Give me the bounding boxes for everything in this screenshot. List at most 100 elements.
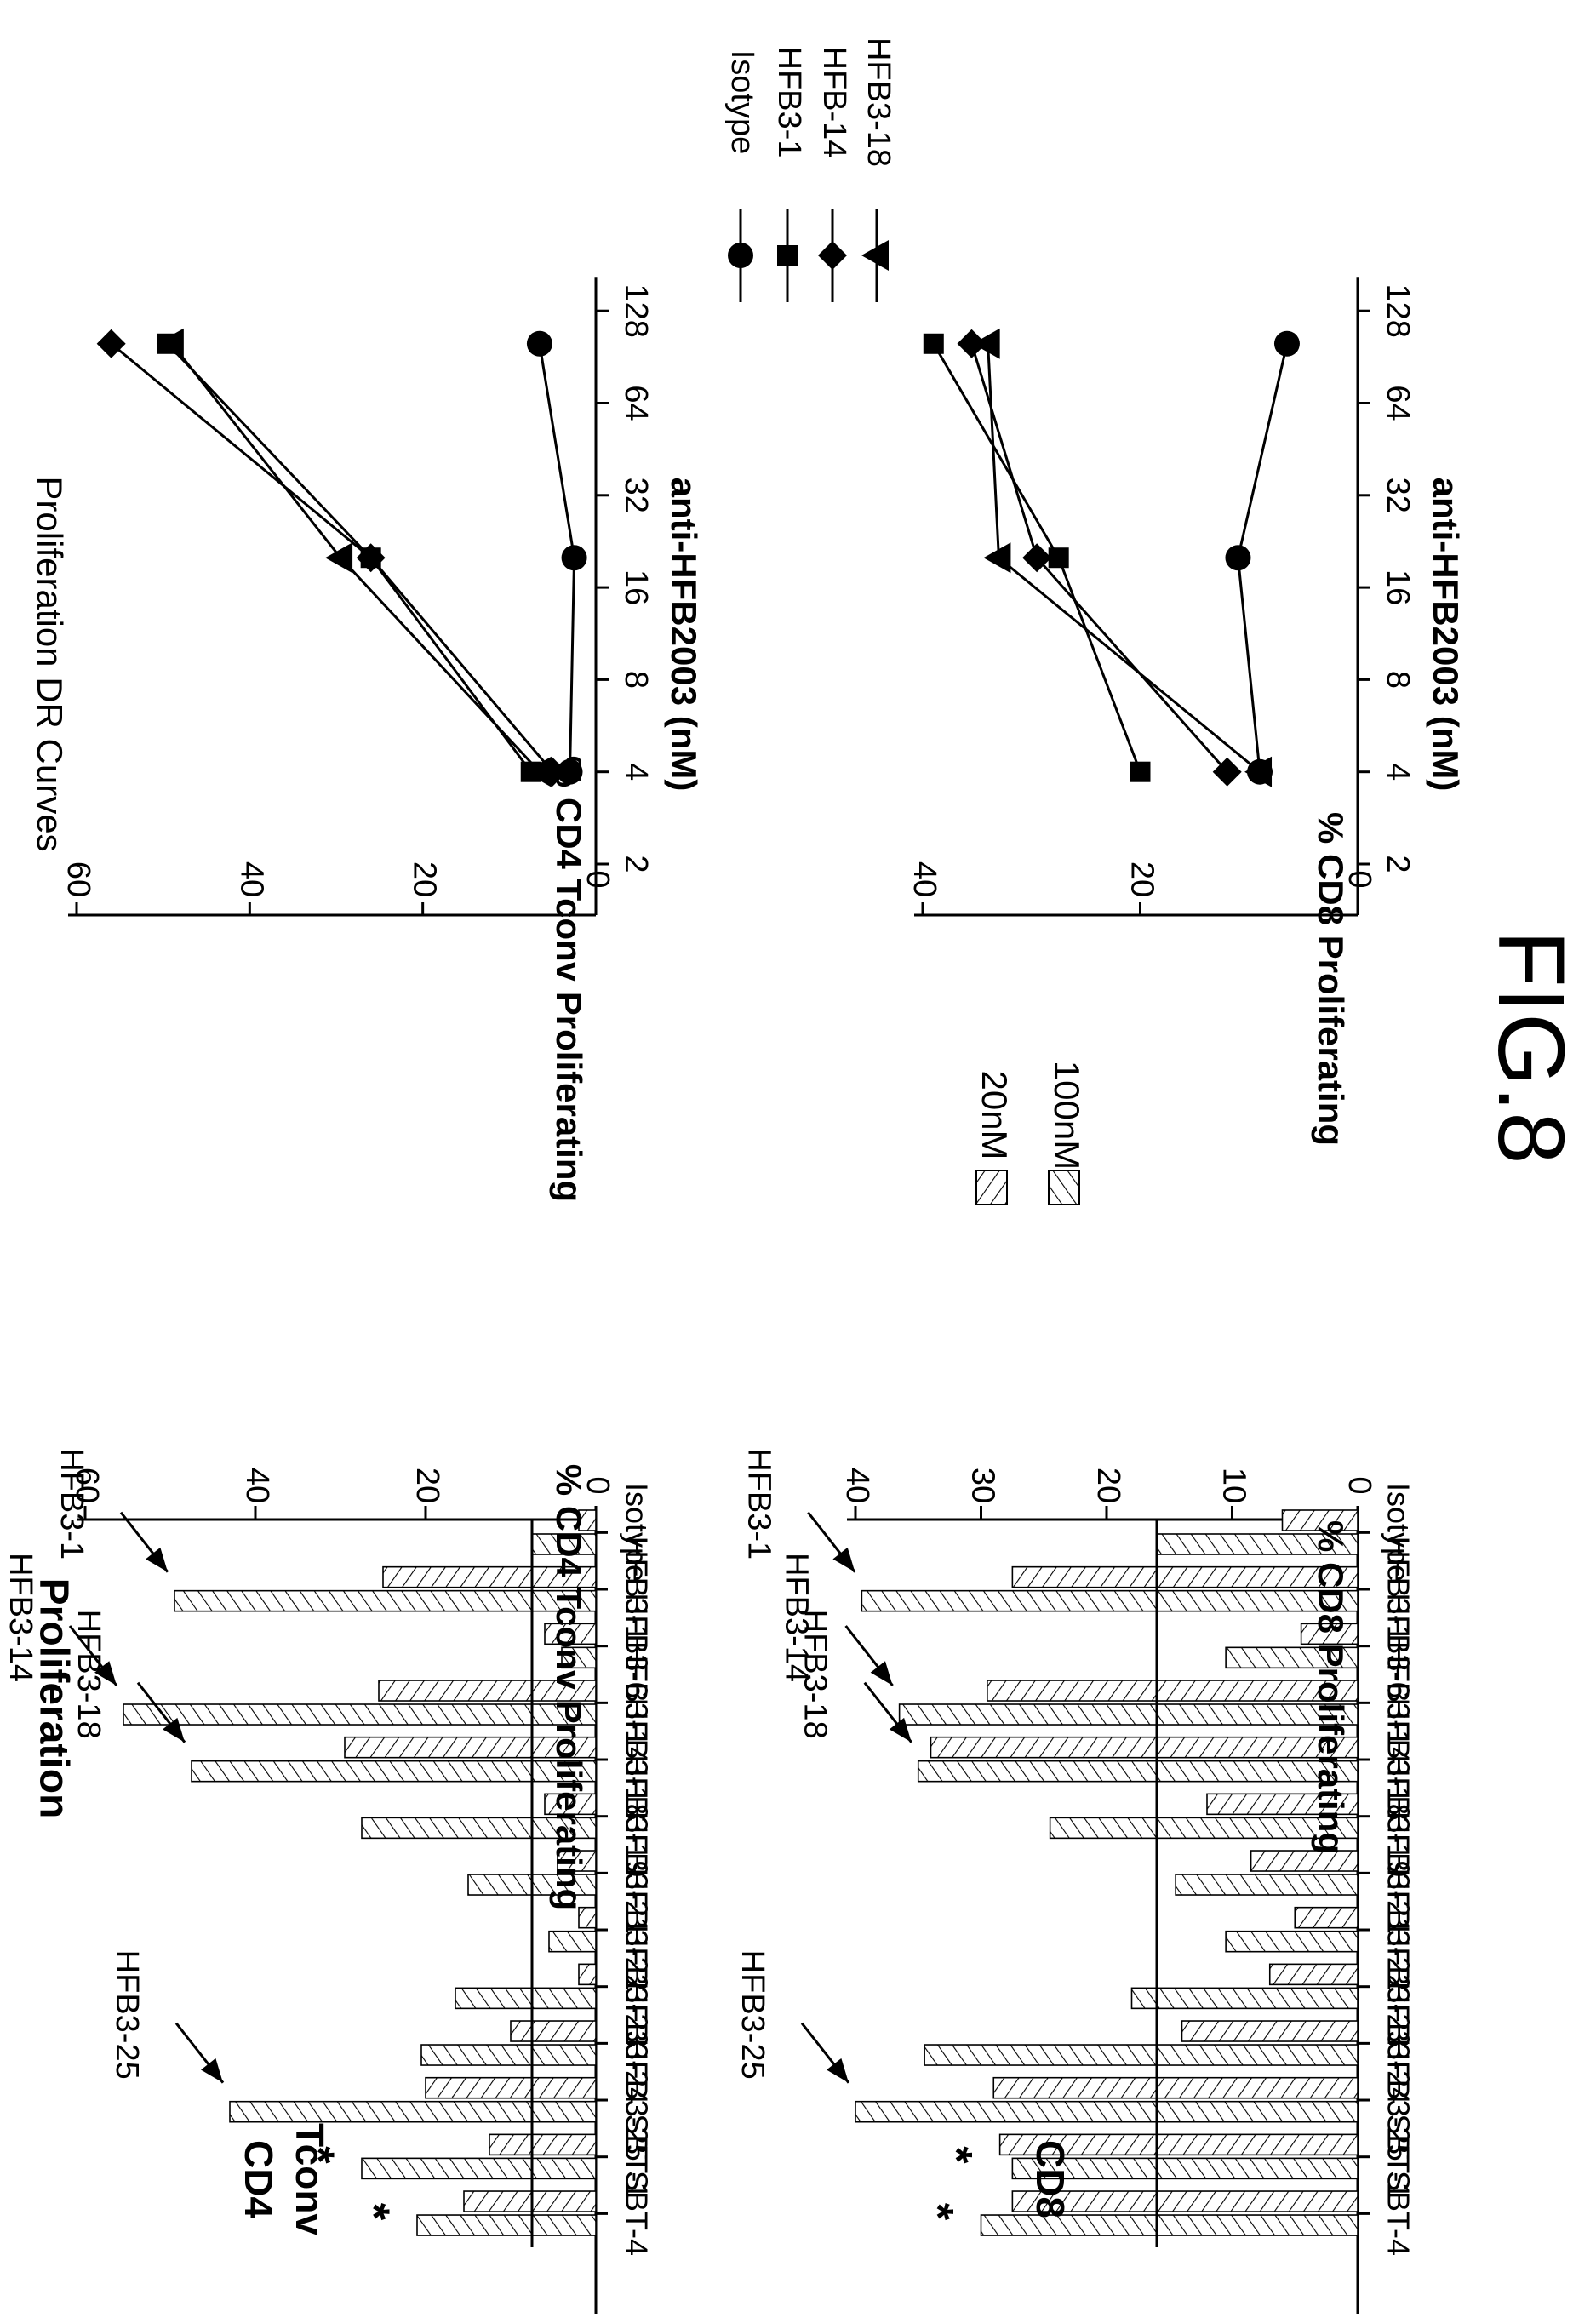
value-tick-label: 0 xyxy=(1341,1476,1377,1494)
value-tick-label: 20 xyxy=(407,861,443,897)
arrow-head xyxy=(832,1547,855,1572)
bar-20nm xyxy=(998,2133,1359,2156)
arrow-head xyxy=(163,1717,185,1743)
value-tick-label: 60 xyxy=(69,1468,105,1503)
marker-diamond xyxy=(818,241,847,270)
value-axis-title: % CD8 Proliferating xyxy=(1311,812,1351,1146)
bar-20nm xyxy=(578,1509,597,1531)
category-label: HFB3-18 xyxy=(619,1698,654,1821)
value-axis-title: % CD4 Tconv Proliferating xyxy=(549,756,589,1202)
legend-label: 100nM xyxy=(1047,1061,1087,1170)
value-tick-label: 20 xyxy=(1090,1468,1126,1503)
bar-100nm xyxy=(548,1930,597,1953)
bar-20nm xyxy=(425,2076,597,2099)
category-label: HFB3-14 xyxy=(1381,1641,1416,1764)
marker-triangle xyxy=(325,542,353,574)
category-label: HFB3-21 xyxy=(619,1811,654,1934)
bar-20nm xyxy=(930,1736,1359,1759)
arrow-head xyxy=(201,2058,223,2083)
bar-100nm xyxy=(455,1987,597,2010)
category-label: HFB3-18 xyxy=(1381,1698,1416,1821)
bar-100nm xyxy=(531,1533,597,1555)
marker-square xyxy=(923,333,944,354)
marker-circle xyxy=(1273,330,1300,357)
bar-100nm xyxy=(1049,1817,1359,1840)
category-label: HFB3-24 xyxy=(619,1982,654,2104)
bar-100nm xyxy=(924,2044,1359,2066)
arrow-head xyxy=(146,1547,168,1572)
bar-20nm xyxy=(378,1680,597,1702)
category-label: SBT-1 xyxy=(1381,2114,1416,2199)
bar-20nm xyxy=(1300,1623,1359,1645)
bar-panel-title: Proliferation xyxy=(31,1578,76,1819)
bar-20nm xyxy=(544,1623,597,1645)
marker-diamond xyxy=(957,329,987,358)
bar-100nm xyxy=(561,1646,597,1669)
bar-legend: 20nM 100nM xyxy=(975,1061,1087,1205)
series-hfb3-18 xyxy=(972,328,1273,787)
bar-annotation-label: HFB3-18 xyxy=(798,1610,833,1739)
bar-annotation-label: HFB3-25 xyxy=(109,1950,145,2080)
bar-20nm xyxy=(1268,1963,1359,1986)
marker-square xyxy=(1130,761,1151,782)
category-label: SBT-4 xyxy=(619,2171,654,2256)
dose-axis-title: anti-HFB2003 (nM) xyxy=(664,478,704,792)
annotation-arrow xyxy=(863,1681,912,1743)
dose-axis-title: anti-HFB2003 (nM) xyxy=(1426,478,1466,792)
value-tick-label: 40 xyxy=(839,1468,875,1503)
annotation-arrow xyxy=(800,2022,850,2084)
bar-annotation-label: HFB3-25 xyxy=(735,1950,770,2080)
series-isotype xyxy=(526,330,587,785)
marker-triangle xyxy=(523,756,552,787)
bar-20nm xyxy=(1011,1565,1359,1588)
marker-diamond xyxy=(1212,757,1242,787)
marker-circle xyxy=(526,330,552,357)
dose-tick-label: 32 xyxy=(1380,478,1416,513)
annotation-arrow xyxy=(136,1681,186,1743)
value-tick-label: 10 xyxy=(1216,1468,1251,1503)
dose-tick-label: 4 xyxy=(618,763,654,781)
bar-100nm xyxy=(361,1817,597,1840)
dose-tick-label: 16 xyxy=(1380,569,1416,605)
value-axis-title: % CD4 Tconv Proliferating xyxy=(549,1464,589,1910)
figure-label: FIG.8 xyxy=(1479,930,1583,1164)
marker-circle xyxy=(557,758,583,785)
value-tick-label: 30 xyxy=(964,1468,1000,1503)
series-hfb3-1 xyxy=(923,333,1151,782)
category-label: HFB3-22 xyxy=(1381,1869,1416,1991)
bar-100nm xyxy=(1175,1874,1359,1896)
bar-annotation-label: HFB3-14 xyxy=(779,1553,815,1682)
category-label: HFB3-24 xyxy=(1381,1982,1416,2104)
bar-annotation-label: HFB3-18 xyxy=(71,1610,106,1739)
annotation-arrow xyxy=(68,1625,118,1686)
marker-circle xyxy=(728,243,753,268)
marker-triangle xyxy=(1244,756,1273,787)
bar-100nm xyxy=(174,1589,597,1612)
bar-annotation-label: HFB3-1 xyxy=(741,1448,776,1560)
annotation-arrow xyxy=(174,2022,225,2084)
bar-100nm xyxy=(1225,1930,1359,1953)
significance-asterisk: * xyxy=(912,2203,962,2221)
row-label-tconv: Tconv xyxy=(288,2123,332,2235)
bar-annotation-label: HFB3-14 xyxy=(3,1553,38,1682)
dose-tick-label: 8 xyxy=(1380,671,1416,689)
annotation-arrow xyxy=(807,1511,856,1573)
dr-legend: Isotype HFB3-1 HFB-14 HFB3-18 xyxy=(724,37,896,302)
category-label: SBT-4 xyxy=(1381,2171,1416,2256)
bar-100nm xyxy=(1130,1987,1359,2010)
arrow-head xyxy=(889,1717,912,1743)
annotation-arrow xyxy=(844,1625,894,1686)
bar-20nm xyxy=(382,1565,597,1588)
category-label: HFB3-1 xyxy=(619,1537,654,1642)
marker-square xyxy=(1048,547,1069,569)
bar-annotation-label: HFB3-1 xyxy=(54,1448,89,1560)
legend-swatch xyxy=(1048,1170,1080,1205)
bar-20nm xyxy=(463,2190,597,2212)
bar-20nm xyxy=(1294,1906,1359,1929)
category-label: HFB3-6 xyxy=(1381,1593,1416,1698)
bar-100nm xyxy=(416,2214,597,2236)
category-label: HFB3-22 xyxy=(619,1869,654,1991)
bar-20nm xyxy=(987,1680,1359,1702)
